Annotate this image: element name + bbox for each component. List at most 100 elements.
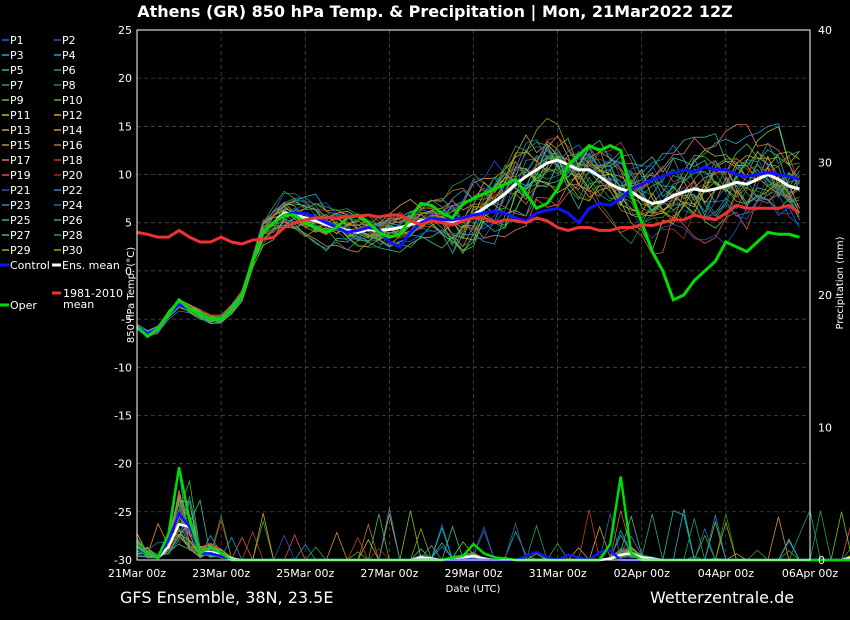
member-precip-2: [136, 507, 850, 561]
y-axis-label: 850 hPa Temp. (°C): [126, 247, 137, 343]
legend-label-p15: P15: [10, 139, 31, 152]
plot-frame: [136, 29, 811, 561]
legend-label-p4: P4: [62, 49, 76, 62]
legend-label-p28: P28: [62, 229, 83, 242]
member-precip-20: [136, 516, 850, 561]
x-tick-label: 25Mar 00z: [276, 567, 334, 580]
legend-label-p20: P20: [62, 169, 83, 182]
legend-label-p12: P12: [62, 109, 83, 122]
y-tick-label: 10: [118, 169, 132, 182]
legend-label-p2: P2: [62, 34, 76, 47]
legend-label-p10: P10: [62, 94, 83, 107]
member-line-20: [136, 149, 800, 337]
member-precip-1: [136, 508, 850, 561]
member-precip-29: [136, 510, 850, 561]
member-precip-17: [136, 493, 850, 561]
member-precip-8: [136, 513, 850, 561]
member-precip-16: [136, 496, 850, 561]
chart-title: Athens (GR) 850 hPa Temp. & Precipitatio…: [137, 2, 733, 21]
footer-model-info: GFS Ensemble, 38N, 23.5E: [120, 588, 334, 607]
y-tick-label: -10: [114, 361, 132, 374]
x-tick-label: 29Mar 00z: [444, 567, 502, 580]
member-precip-28: [136, 501, 850, 561]
x-tick-label: 23Mar 00z: [192, 567, 250, 580]
legend-label-p25: P25: [10, 214, 31, 227]
legend-label-p11: P11: [10, 109, 31, 122]
y2-tick-label: 30: [818, 157, 832, 170]
temp-1981-2010-mean: [136, 203, 801, 246]
x-tick-label: 31Mar 00z: [529, 567, 587, 580]
member-precip-26: [136, 514, 850, 561]
y2-tick-label: 20: [818, 289, 832, 302]
x-tick-label: 06Apr 00z: [782, 567, 839, 580]
member-precip-4: [136, 493, 850, 561]
y2-axis-label: Precipitation (mm): [835, 236, 846, 329]
legend-label-p9: P9: [10, 94, 24, 107]
legend-label-p7: P7: [10, 79, 24, 92]
x-axis-label: Date (UTC): [446, 584, 501, 595]
legend-label-p23: P23: [10, 199, 31, 212]
member-precip-10: [136, 479, 850, 561]
y-tick-label: -5: [121, 313, 132, 326]
member-precip-18: [136, 509, 850, 561]
y-tick-label: 20: [118, 72, 132, 85]
y2-tick-label: 10: [818, 422, 832, 435]
legend-label-p29: P29: [10, 244, 31, 257]
legend-label-p24: P24: [62, 199, 83, 212]
y-tick-label: 15: [118, 120, 132, 133]
main-lines: [135, 143, 801, 339]
member-precip-22: [136, 500, 850, 561]
precip-control: [136, 511, 850, 562]
member-precip-14: [136, 516, 850, 561]
member-line-19: [136, 184, 800, 337]
x-tick-label: 21Mar 00z: [108, 567, 166, 580]
y-tick-label: -15: [114, 409, 132, 422]
legend-label-p26: P26: [62, 214, 83, 227]
member-precip-12: [136, 513, 850, 561]
legend-label-p27: P27: [10, 229, 31, 242]
legend-label-p21: P21: [10, 184, 31, 197]
legend-label-p22: P22: [62, 184, 83, 197]
legend-label-control: Control: [10, 259, 50, 272]
legend-label-ens-mean: Ens. mean: [62, 259, 120, 272]
legend-label-p16: P16: [62, 139, 83, 152]
precipitation-series: [136, 467, 850, 562]
legend-label-p19: P19: [10, 169, 31, 182]
legend-label-p5: P5: [10, 64, 24, 77]
y-tick-label: 5: [125, 217, 132, 230]
y-tick-label: 25: [118, 24, 132, 37]
member-precip-15: [136, 490, 850, 561]
legend-label-oper: Oper: [10, 299, 37, 312]
member-precip-6: [136, 496, 850, 561]
temp-oper: [135, 143, 800, 339]
y2-tick-label: 0: [818, 554, 825, 567]
legend-label-climate: 1981-2010 mean: [63, 287, 123, 311]
member-precip-5: [136, 510, 850, 561]
member-precip-27: [136, 495, 850, 561]
member-line-29: [136, 126, 800, 335]
legend-label-p8: P8: [62, 79, 76, 92]
y-tick-label: -20: [114, 458, 132, 471]
legend-label-p13: P13: [10, 124, 31, 137]
member-precip-25: [136, 499, 850, 561]
legend-label-p30: P30: [62, 244, 83, 257]
member-precip-11: [136, 500, 850, 561]
y-tick-label: -25: [114, 506, 132, 519]
member-precip-19: [136, 503, 850, 561]
member-precip-23: [136, 508, 850, 561]
member-precip-24: [136, 500, 850, 561]
legend-label-p1: P1: [10, 34, 24, 47]
y-tick-label: -30: [114, 554, 132, 567]
member-precip-7: [136, 500, 850, 561]
precip-oper: [136, 467, 850, 562]
legend-label-p3: P3: [10, 49, 24, 62]
legend-label-p14: P14: [62, 124, 83, 137]
footer-source: Wetterzentrale.de: [650, 588, 795, 607]
x-tick-label: 27Mar 00z: [360, 567, 418, 580]
y-tick-label: 0: [125, 265, 132, 278]
member-precip-3: [136, 470, 850, 561]
legend: P1 P2 P3 P4 P5 P6 P7 P8 P9 P10 P11 P12 P13 P14 P15 P16 P…: [0, 34, 123, 312]
x-tick-label: 04Apr 00z: [698, 567, 755, 580]
legend-label-p6: P6: [62, 64, 76, 77]
